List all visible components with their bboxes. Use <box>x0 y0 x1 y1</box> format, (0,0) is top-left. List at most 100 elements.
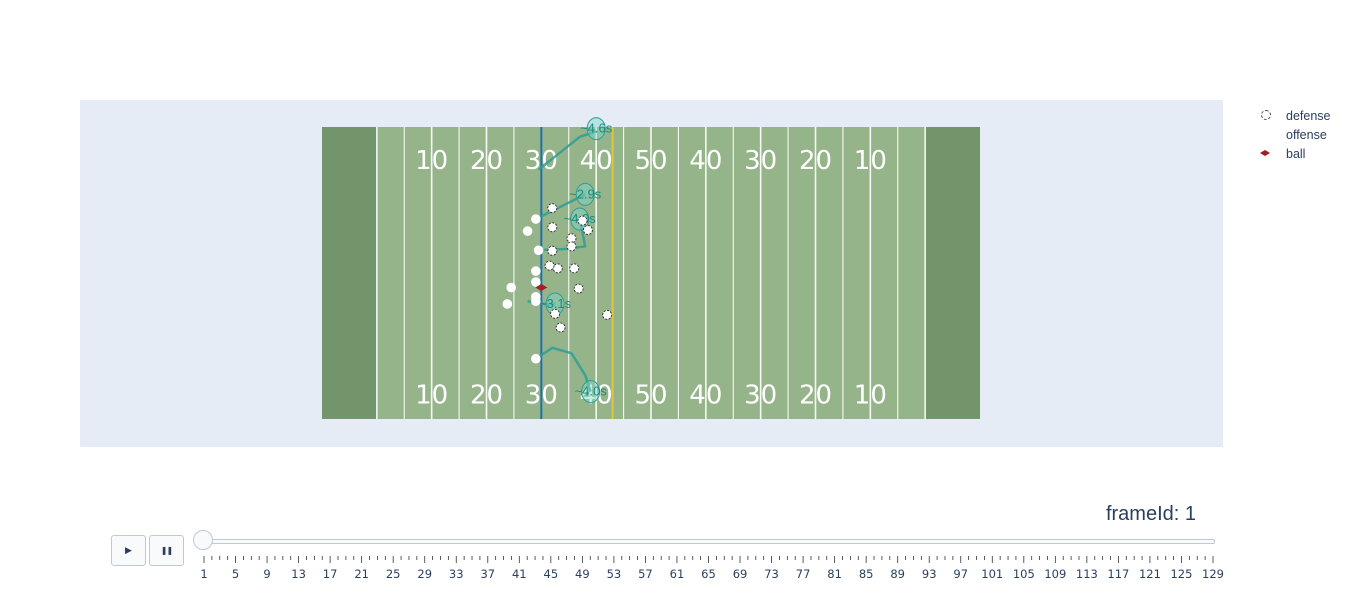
slider-tick-label[interactable]: 17 <box>323 567 338 581</box>
legend-label-offense: offense <box>1286 127 1327 142</box>
pause-icon: ❚❚ <box>160 546 173 555</box>
yard-number-bottom: 20 <box>799 380 832 410</box>
slider-tick-label[interactable]: 5 <box>232 567 239 581</box>
defense-player <box>566 233 577 244</box>
route-end-marker <box>581 380 601 404</box>
yard-number-bottom: 20 <box>470 380 503 410</box>
defense-player <box>573 283 584 294</box>
legend-item-offense[interactable]: offense <box>1256 125 1330 144</box>
ball-marker-icon <box>1256 144 1276 163</box>
slider-tick-label[interactable]: 61 <box>670 567 685 581</box>
offense-player <box>531 353 541 364</box>
slider-tick-label[interactable]: 41 <box>512 567 527 581</box>
offense-player <box>502 299 513 309</box>
slider-tick-label[interactable]: 97 <box>953 567 968 581</box>
route-time-label: ~4.6s <box>580 121 613 136</box>
defense-player <box>577 215 588 226</box>
defense-player <box>544 260 555 271</box>
offense-marker-icon <box>1256 125 1276 144</box>
defense-player <box>547 222 558 233</box>
slider-tick-label[interactable]: 69 <box>733 567 748 581</box>
slider-tick-label[interactable]: 93 <box>922 567 937 581</box>
defense-player <box>602 309 613 320</box>
slider-tick-label[interactable]: 1 <box>200 567 207 581</box>
defense-player <box>550 308 561 319</box>
slider-tick-label[interactable]: 129 <box>1202 567 1224 581</box>
frame-id-label: frameId: 1 <box>1105 503 1196 525</box>
slider-tick-label[interactable]: 57 <box>638 567 653 581</box>
endzone-right <box>925 127 980 419</box>
offense-player <box>531 296 541 307</box>
slider-tick-label[interactable]: 77 <box>796 567 811 581</box>
defense-player <box>547 245 558 256</box>
slider-tick-label[interactable]: 21 <box>354 567 369 581</box>
endzone-left <box>322 127 377 419</box>
frame-slider-rail[interactable] <box>196 539 1215 544</box>
play-icon: ▶ <box>125 545 132 555</box>
offense-player <box>522 226 533 236</box>
play-button[interactable]: ▶ <box>111 535 146 566</box>
slider-tick-label[interactable]: 85 <box>859 567 874 581</box>
yard-number-top: 10 <box>854 146 887 176</box>
slider-tick-label[interactable]: 101 <box>981 567 1003 581</box>
defense-player <box>555 322 566 333</box>
legend: defense offense ball <box>1256 106 1330 163</box>
slider-tick-label[interactable]: 9 <box>263 567 270 581</box>
route-path <box>535 346 592 393</box>
slider-tick-label[interactable]: 109 <box>1044 567 1066 581</box>
yard-number-bottom: 30 <box>744 380 777 410</box>
offense-player <box>533 245 544 256</box>
slider-tick-label[interactable]: 121 <box>1139 567 1161 581</box>
ball-marker <box>535 284 548 292</box>
route-path <box>537 130 597 171</box>
defense-player <box>566 241 577 252</box>
yard-number-top: 50 <box>634 146 667 176</box>
offense-player <box>531 266 541 276</box>
pause-button[interactable]: ❚❚ <box>149 535 184 566</box>
legend-item-ball[interactable]: ball <box>1256 144 1330 163</box>
yard-number-top: 30 <box>744 146 777 176</box>
legend-label-defense: defense <box>1286 108 1331 123</box>
yard-number-bottom: 50 <box>634 380 667 410</box>
yard-number-top: 40 <box>689 146 722 176</box>
slider-tick-label[interactable]: 37 <box>480 567 495 581</box>
yard-number-bottom: 10 <box>854 380 887 410</box>
slider-tick-label[interactable]: 49 <box>575 567 590 581</box>
route-time-label: ~3.1s <box>539 296 572 311</box>
legend-item-defense[interactable]: defense <box>1256 106 1330 125</box>
yard-number-bottom: 40 <box>580 380 613 410</box>
slider-tick-label[interactable]: 25 <box>386 567 401 581</box>
defense-marker-icon <box>1256 106 1276 125</box>
yard-number-top: 40 <box>580 146 613 176</box>
slider-tick-label[interactable]: 105 <box>1013 567 1035 581</box>
slider-tick-label[interactable]: 65 <box>701 567 716 581</box>
legend-label-ball: ball <box>1286 146 1306 161</box>
slider-tick-label[interactable]: 117 <box>1107 567 1129 581</box>
slider-tick-label[interactable]: 81 <box>827 567 842 581</box>
slider-tick-label[interactable]: 33 <box>449 567 464 581</box>
offense-player <box>531 214 541 224</box>
defense-player <box>547 203 558 214</box>
slider-tick-label[interactable]: 53 <box>607 567 622 581</box>
slider-tick-label[interactable]: 45 <box>544 567 559 581</box>
slider-tick-label[interactable]: 13 <box>291 567 306 581</box>
yard-number-top: 10 <box>415 146 448 176</box>
slider-tick-label[interactable]: 29 <box>417 567 432 581</box>
slider-tick-label[interactable]: 113 <box>1076 567 1098 581</box>
route-time-label: ~2.9s <box>569 186 602 201</box>
yard-number-bottom: 10 <box>415 380 448 410</box>
slider-tick-label[interactable]: 89 <box>890 567 905 581</box>
slider-tick-label[interactable]: 125 <box>1170 567 1192 581</box>
frame-slider-handle[interactable] <box>193 530 213 550</box>
route-time-label: ~4.0s <box>575 384 608 399</box>
yard-number-top: 20 <box>799 146 832 176</box>
defense-player <box>569 263 580 274</box>
yard-number-top: 20 <box>470 146 503 176</box>
route-end-marker <box>575 182 595 206</box>
route-end-marker <box>586 117 606 141</box>
offense-player <box>531 277 541 287</box>
defense-player <box>582 224 593 235</box>
slider-tick-label[interactable]: 73 <box>764 567 779 581</box>
frame-slider-ticks: 1 5 9 13 17 21 25 29 33 37 41 45 49 53 57 61 65 69 73 77 81 8… <box>200 556 1224 581</box>
